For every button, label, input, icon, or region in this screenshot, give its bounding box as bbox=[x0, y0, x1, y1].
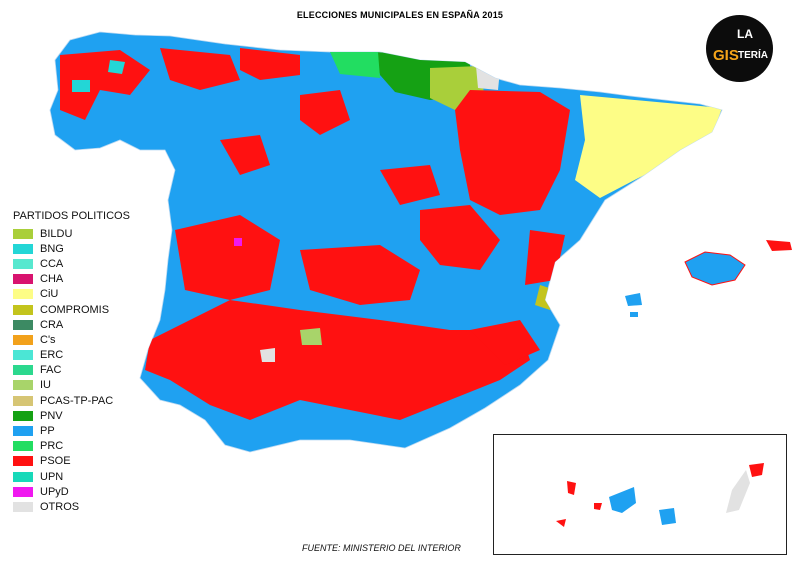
ibiza-island bbox=[625, 293, 642, 306]
legend-swatch bbox=[13, 501, 33, 512]
legend-swatch bbox=[13, 274, 33, 285]
legend-items: BILDU BNG CCA CHA CiU COMPROMIS CRA C's … bbox=[13, 226, 130, 515]
mallorca-island bbox=[684, 251, 746, 286]
legend-label: PCAS-TP-PAC bbox=[40, 394, 114, 407]
formentera-island bbox=[630, 312, 638, 317]
legend-label: COMPROMIS bbox=[40, 303, 110, 316]
legend-label: CRA bbox=[40, 318, 64, 331]
logo-text-gis: GIS bbox=[713, 47, 739, 64]
source-note: FUENTE: MINISTERIO DEL INTERIOR bbox=[302, 543, 461, 553]
legend-swatch bbox=[13, 289, 33, 300]
legend-item: PRC bbox=[13, 439, 130, 454]
legend-item: CRA bbox=[13, 317, 130, 332]
lanzarote-island bbox=[749, 463, 764, 477]
legend-label: C's bbox=[40, 333, 56, 346]
legend-swatch bbox=[13, 334, 33, 345]
legend-label: UPN bbox=[40, 470, 64, 483]
logo-text-la: LA bbox=[737, 27, 753, 41]
legend-label: BNG bbox=[40, 242, 64, 255]
tenerife-island bbox=[609, 487, 636, 513]
legend-item: ERC bbox=[13, 348, 130, 363]
legend-label: CCA bbox=[40, 257, 64, 270]
legend-item: COMPROMIS bbox=[13, 302, 130, 317]
legend-item: PSOE bbox=[13, 454, 130, 469]
legend-swatch bbox=[13, 395, 33, 406]
legend-label: OTROS bbox=[40, 500, 80, 513]
legend-title: PARTIDOS POLITICOS bbox=[13, 210, 130, 222]
legend-swatch bbox=[13, 426, 33, 437]
legend-item: PP bbox=[13, 423, 130, 438]
legend-label: PNV bbox=[40, 409, 63, 422]
legend-label: BILDU bbox=[40, 227, 73, 240]
legend-label: CiU bbox=[40, 288, 59, 301]
legend-swatch bbox=[13, 228, 33, 239]
legend-item: BNG bbox=[13, 241, 130, 256]
legend-label: ERC bbox=[40, 349, 64, 362]
legend-swatch bbox=[13, 486, 33, 497]
legend-swatch bbox=[13, 441, 33, 452]
el-hierro-island bbox=[556, 519, 566, 527]
legend-item: CHA bbox=[13, 272, 130, 287]
legend-item: OTROS bbox=[13, 499, 130, 514]
canary-islands-map bbox=[556, 463, 764, 527]
fuerteventura-island bbox=[726, 470, 750, 513]
legend-item: CCA bbox=[13, 256, 130, 271]
party-regions bbox=[60, 48, 722, 420]
logo-text-teria: TERÍA bbox=[738, 50, 768, 61]
legend-swatch bbox=[13, 319, 33, 330]
legend-item: FAC bbox=[13, 363, 130, 378]
legend-item: UPN bbox=[13, 469, 130, 484]
legend-swatch bbox=[13, 304, 33, 315]
canary-islands-inset bbox=[493, 434, 787, 555]
legend-label: PP bbox=[40, 425, 55, 438]
gran-canaria-island bbox=[659, 508, 676, 525]
legend-item: IU bbox=[13, 378, 130, 393]
legend-label: IU bbox=[40, 379, 51, 392]
legend-swatch bbox=[13, 350, 33, 361]
la-gisteria-logo: LA GIS TERÍA bbox=[706, 15, 773, 82]
legend-item: BILDU bbox=[13, 226, 130, 241]
legend-swatch bbox=[13, 258, 33, 269]
legend-item: CiU bbox=[13, 287, 130, 302]
legend-swatch bbox=[13, 365, 33, 376]
la-gomera-island bbox=[594, 503, 602, 510]
menorca-island bbox=[766, 240, 792, 251]
map-title: ELECCIONES MUNICIPALES EN ESPAÑA 2015 bbox=[296, 10, 504, 20]
legend-swatch bbox=[13, 243, 33, 254]
legend-label: PSOE bbox=[40, 455, 71, 468]
legend-label: FAC bbox=[40, 364, 62, 377]
party-legend: PARTIDOS POLITICOS BILDU BNG CCA CHA CiU… bbox=[13, 210, 130, 515]
legend-item: PNV bbox=[13, 408, 130, 423]
legend-label: CHA bbox=[40, 273, 64, 286]
legend-label: PRC bbox=[40, 440, 64, 453]
legend-item: UPyD bbox=[13, 484, 130, 499]
la-palma-island bbox=[567, 481, 576, 495]
legend-swatch bbox=[13, 380, 33, 391]
legend-item: C's bbox=[13, 332, 130, 347]
legend-swatch bbox=[13, 456, 33, 467]
legend-label: UPyD bbox=[40, 485, 69, 498]
legend-item: PCAS-TP-PAC bbox=[13, 393, 130, 408]
legend-swatch bbox=[13, 471, 33, 482]
legend-swatch bbox=[13, 410, 33, 421]
